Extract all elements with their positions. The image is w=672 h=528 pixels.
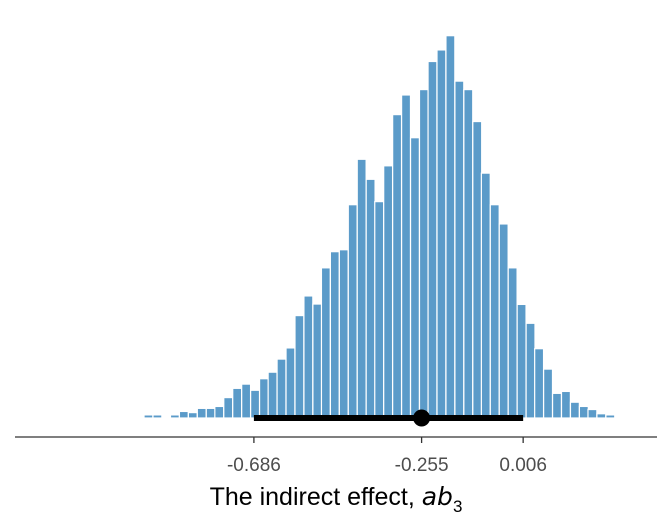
histogram-bar	[241, 383, 252, 419]
x-axis-ticks: -0.686 -0.255 0.006	[227, 437, 547, 476]
histogram-bar	[312, 303, 323, 419]
histogram-bar	[392, 114, 403, 419]
histogram-bar	[489, 204, 500, 419]
histogram-bar	[320, 267, 331, 419]
histogram-bar	[232, 387, 243, 419]
histogram-bar	[143, 414, 154, 419]
histogram-bar	[36, 416, 47, 419]
histogram-bar	[409, 137, 421, 419]
histogram-bar	[463, 88, 474, 419]
histogram-bar	[329, 251, 340, 419]
histogram-bar	[338, 249, 349, 419]
histogram-bar	[365, 178, 376, 419]
histogram-bar	[445, 35, 456, 419]
histogram-bar	[480, 172, 491, 419]
x-axis-title: The indirect effect, ab3	[210, 482, 463, 516]
histogram-bar	[551, 392, 563, 419]
histogram-bar	[250, 389, 261, 419]
histogram-bar	[169, 414, 180, 419]
x-axis-title-text: The indirect effect,	[210, 483, 422, 511]
histogram-bar	[560, 390, 571, 419]
histogram-bar	[258, 378, 270, 419]
histogram-bar	[516, 303, 527, 419]
histogram-bar	[196, 407, 207, 419]
histogram-bar	[356, 158, 367, 419]
histogram-bar	[383, 165, 394, 419]
histogram-bar	[374, 201, 385, 419]
histogram-bar	[178, 410, 189, 419]
x-tick-label: 0.006	[499, 455, 547, 476]
histogram-bar	[569, 401, 580, 419]
histogram-bar	[507, 267, 518, 419]
histogram-bar	[596, 413, 607, 419]
histogram-bar	[205, 407, 216, 419]
histogram-bar	[498, 223, 509, 419]
x-tick-label: -0.255	[395, 455, 449, 476]
histogram-bar	[401, 94, 412, 419]
histogram-bar	[267, 371, 278, 419]
histogram-bar	[294, 314, 305, 419]
histogram-bar	[578, 405, 589, 419]
histogram-bar	[436, 49, 447, 419]
histogram-bar	[543, 368, 554, 419]
histogram-bars	[36, 35, 616, 419]
histogram-bar	[534, 348, 545, 419]
histogram-bar	[223, 396, 234, 419]
histogram-bar	[472, 120, 483, 419]
histogram-bar	[134, 416, 145, 419]
histogram-bar	[303, 295, 314, 419]
histogram-bar	[587, 408, 598, 419]
x-axis-title-math: ab	[422, 482, 453, 511]
histogram-bar	[418, 88, 429, 419]
histogram-bar	[214, 405, 225, 419]
point-estimate	[413, 409, 431, 427]
x-tick-label: -0.686	[227, 455, 281, 476]
histogram-bar	[605, 414, 616, 419]
histogram-bar	[347, 204, 358, 419]
histogram-bar	[152, 414, 163, 419]
histogram-bar	[187, 412, 198, 419]
x-axis-title-subscript: 3	[453, 497, 462, 516]
histogram-bar	[427, 60, 438, 419]
histogram-bar	[525, 322, 536, 419]
credible-interval	[253, 409, 524, 427]
histogram-bar	[276, 358, 287, 419]
histogram-bar	[454, 80, 465, 419]
histogram-bar	[285, 347, 296, 419]
